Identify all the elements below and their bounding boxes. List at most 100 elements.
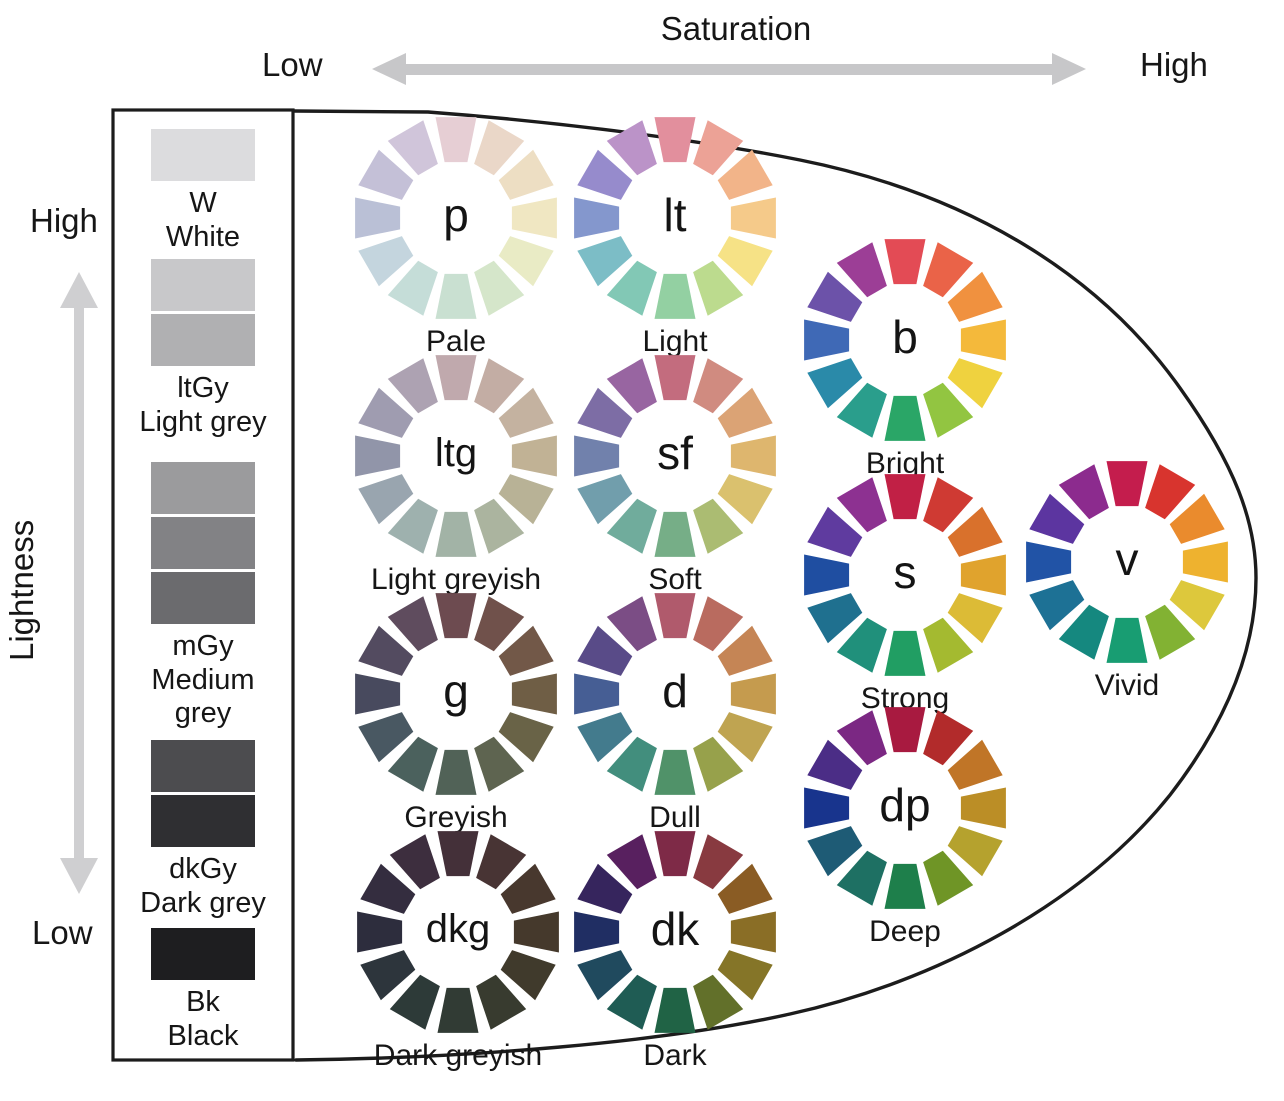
greyscale-name: Dark grey bbox=[140, 886, 266, 919]
tone-segment bbox=[574, 911, 620, 953]
tone-code: v bbox=[1115, 533, 1139, 585]
tone-segment bbox=[1145, 604, 1196, 660]
tone-segment bbox=[693, 834, 744, 890]
tone-segment bbox=[498, 625, 554, 676]
tone-code: dp bbox=[879, 779, 931, 831]
tone-code: sf bbox=[657, 427, 693, 479]
tone-segment bbox=[606, 834, 657, 890]
tone-segment bbox=[498, 236, 554, 287]
tone-segment bbox=[474, 596, 525, 652]
greyscale-code: ltGy bbox=[177, 372, 229, 404]
grey-swatch bbox=[151, 314, 255, 366]
tone-segment bbox=[804, 787, 850, 829]
tone-segment bbox=[387, 596, 438, 652]
tone-segment bbox=[836, 382, 887, 438]
greyscale-swatches bbox=[123, 259, 283, 366]
tone-segment bbox=[355, 197, 401, 239]
tone-segment bbox=[884, 239, 926, 285]
grey-swatch bbox=[151, 795, 255, 847]
greyscale-swatches bbox=[123, 928, 283, 980]
tone-segment bbox=[717, 625, 773, 676]
greyscale-group-medium-grey: mGy Medium grey bbox=[123, 459, 283, 730]
tone-wheel-strong: s Strong bbox=[799, 469, 1011, 715]
tone-segment bbox=[884, 707, 926, 753]
tone-segment bbox=[574, 435, 620, 477]
tone-segment bbox=[807, 826, 863, 877]
greyscale-code: Bk bbox=[186, 986, 220, 1018]
tone-segment bbox=[498, 149, 554, 200]
tone-segment bbox=[960, 787, 1006, 829]
tone-segment bbox=[577, 236, 633, 287]
tone-segment bbox=[577, 863, 633, 914]
tone-segment bbox=[807, 593, 863, 644]
tone-name: Light greyish bbox=[370, 563, 542, 596]
tone-segment bbox=[357, 911, 403, 953]
tone-segment bbox=[606, 260, 657, 316]
tone-wheel-deep: dp Deep bbox=[799, 702, 1011, 948]
tone-wheel-light: lt Light bbox=[569, 112, 781, 358]
tone-segment bbox=[606, 736, 657, 792]
tone-segment bbox=[960, 319, 1006, 361]
tone-segment bbox=[358, 236, 414, 287]
tone-segment bbox=[435, 511, 477, 557]
tone-wheel-pale: p Pale bbox=[350, 112, 562, 358]
tone-segment bbox=[511, 197, 557, 239]
tone-segment bbox=[358, 625, 414, 676]
tone-segment bbox=[807, 506, 863, 557]
grey-swatch bbox=[151, 740, 255, 792]
greyscale-group-white: W White bbox=[123, 126, 283, 254]
tone-segment bbox=[923, 617, 974, 673]
tone-segment bbox=[435, 355, 477, 401]
tone-segment bbox=[498, 474, 554, 525]
tone-segment bbox=[654, 593, 696, 639]
tone-segment bbox=[923, 242, 974, 298]
tone-segment bbox=[435, 593, 477, 639]
tone-segment bbox=[836, 617, 887, 673]
lightness-axis-title: Lightness bbox=[3, 519, 40, 661]
saturation-high-label: High bbox=[1140, 46, 1208, 83]
tone-segment bbox=[1058, 464, 1109, 520]
tone-segment bbox=[804, 554, 850, 596]
tone-segment bbox=[474, 358, 525, 414]
tone-segment bbox=[717, 149, 773, 200]
greyscale-name: White bbox=[165, 220, 241, 253]
tone-segment bbox=[730, 435, 776, 477]
tone-segment bbox=[577, 474, 633, 525]
tone-code: dkg bbox=[425, 906, 491, 951]
tone-code: s bbox=[893, 546, 917, 598]
tone-name: Dark bbox=[643, 1039, 707, 1072]
greyscale-group-black: Bk Black bbox=[123, 925, 283, 1053]
tone-segment bbox=[717, 863, 773, 914]
greyscale-code: W bbox=[189, 187, 217, 219]
greyscale-swatches bbox=[123, 462, 283, 624]
tone-segment bbox=[513, 911, 559, 953]
tone-segment bbox=[577, 950, 633, 1001]
tone-wheel-light-greyish: ltg Light greyish bbox=[350, 350, 562, 596]
tone-segment bbox=[1026, 541, 1072, 583]
lightness-low-label: Low bbox=[32, 914, 93, 951]
tone-segment bbox=[387, 120, 438, 176]
tone-segment bbox=[807, 358, 863, 409]
tone-wheel-dull: d Dull bbox=[569, 588, 781, 834]
tone-segment bbox=[437, 831, 479, 877]
tone-segment bbox=[654, 749, 696, 795]
tone-name: Dark greyish bbox=[373, 1039, 543, 1072]
tone-segment bbox=[387, 260, 438, 316]
tone-segment bbox=[1169, 493, 1225, 544]
grey-swatch bbox=[151, 259, 255, 311]
tone-segment bbox=[960, 554, 1006, 596]
tone-segment bbox=[947, 739, 1003, 790]
saturation-axis-title: Saturation bbox=[660, 10, 812, 47]
tone-segment bbox=[360, 950, 416, 1001]
tone-name: Greyish bbox=[404, 801, 508, 834]
tone-segment bbox=[836, 850, 887, 906]
greyscale-swatches bbox=[123, 129, 283, 181]
tone-segment bbox=[360, 863, 416, 914]
tone-segment bbox=[389, 834, 440, 890]
tone-segment bbox=[654, 987, 696, 1033]
tone-segment bbox=[884, 630, 926, 676]
tone-segment bbox=[474, 736, 525, 792]
tone-segment bbox=[358, 712, 414, 763]
tone-segment bbox=[923, 382, 974, 438]
tone-segment bbox=[654, 273, 696, 319]
